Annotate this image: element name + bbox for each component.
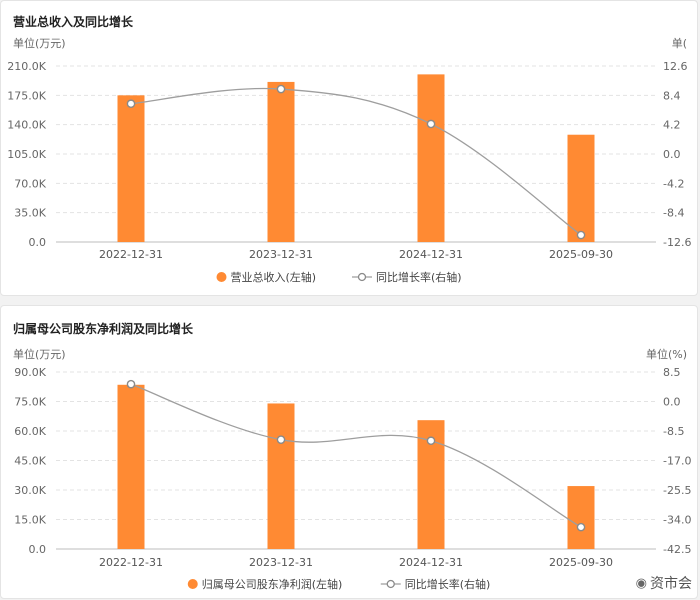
left-tick-label: 15.0K (14, 514, 46, 527)
bar (568, 135, 595, 242)
left-axis-unit: 单位(万元) (13, 347, 66, 361)
legend-bar-label: 营业总收入(左轴) (231, 270, 317, 284)
growth-rate-point (127, 381, 134, 388)
legend-line-label: 同比增长率(右轴) (376, 270, 462, 284)
x-tick-label: 2025-09-30 (549, 248, 613, 261)
legend-bar-label: 归属母公司股东净利润(左轴) (202, 577, 343, 591)
right-tick-label: 0.0 (663, 148, 681, 161)
left-tick-label: 210.0K (7, 60, 46, 73)
left-axis-unit: 单位(万元) (13, 36, 66, 50)
left-tick-label: 0.0 (29, 543, 47, 556)
right-tick-label: -17.0 (663, 455, 691, 468)
legend-bar-swatch (217, 272, 227, 282)
x-tick-label: 2024-12-31 (399, 248, 463, 261)
right-axis-unit: 单( (672, 37, 687, 50)
legend-line-marker (359, 274, 366, 281)
x-tick-label: 2022-12-31 (99, 556, 163, 569)
legend-bar-swatch (188, 579, 198, 589)
right-tick-label: 0.0 (663, 396, 681, 409)
bar (268, 403, 295, 549)
growth-rate-point (577, 524, 584, 531)
weibo-icon: ◉ (636, 576, 647, 591)
right-tick-label: -8.4 (663, 207, 684, 220)
x-tick-label: 2025-09-30 (549, 556, 613, 569)
right-axis-unit: 单位(%) (646, 347, 687, 361)
right-tick-label: -42.5 (663, 543, 691, 556)
right-tick-label: -12.6 (663, 236, 691, 249)
net-profit-chart: 单位(万元) 单位(%) 90.0K 8.5 75.0K 0.0 60.0K -8.5 45.0… (1, 306, 699, 600)
bar (268, 82, 295, 242)
left-tick-label: 60.0K (14, 425, 46, 438)
growth-rate-point (277, 436, 284, 443)
revenue-chart: 单位(万元) 单( 210.0K 12.6 175.0K 8.4 140.0K 4.2 105.… (1, 1, 699, 297)
bar (418, 74, 445, 242)
right-tick-label: 4.2 (663, 119, 681, 132)
left-tick-label: 70.0K (14, 177, 46, 190)
growth-rate-point (277, 85, 284, 92)
x-tick-label: 2023-12-31 (249, 556, 313, 569)
left-tick-label: 30.0K (14, 484, 46, 497)
left-tick-label: 90.0K (14, 366, 46, 379)
growth-rate-point (427, 437, 434, 444)
left-tick-label: 140.0K (7, 119, 46, 132)
right-tick-label: 8.5 (663, 366, 681, 379)
left-tick-label: 105.0K (7, 148, 46, 161)
x-tick-label: 2023-12-31 (249, 248, 313, 261)
left-tick-label: 35.0K (14, 207, 46, 220)
growth-rate-line (131, 384, 581, 527)
watermark: ◉ 资市会 (636, 573, 692, 593)
left-tick-label: 45.0K (14, 455, 46, 468)
bar (568, 486, 595, 549)
left-tick-label: 175.0K (7, 89, 46, 102)
watermark-text: 资市会 (650, 573, 692, 593)
growth-rate-point (577, 231, 584, 238)
right-tick-label: -4.2 (663, 177, 684, 190)
right-tick-label: -8.5 (663, 425, 684, 438)
right-tick-label: 12.6 (663, 60, 688, 73)
x-tick-label: 2022-12-31 (99, 248, 163, 261)
bar (118, 95, 145, 242)
right-tick-label: -34.0 (663, 514, 691, 527)
legend-line-marker (387, 581, 394, 588)
bar (118, 385, 145, 549)
x-tick-label: 2024-12-31 (399, 556, 463, 569)
growth-rate-point (127, 100, 134, 107)
left-tick-label: 75.0K (14, 396, 46, 409)
right-tick-label: 8.4 (663, 89, 681, 102)
growth-rate-point (427, 120, 434, 127)
legend-line-label: 同比增长率(右轴) (405, 577, 491, 591)
right-tick-label: -25.5 (663, 484, 691, 497)
left-tick-label: 0.0 (29, 236, 47, 249)
